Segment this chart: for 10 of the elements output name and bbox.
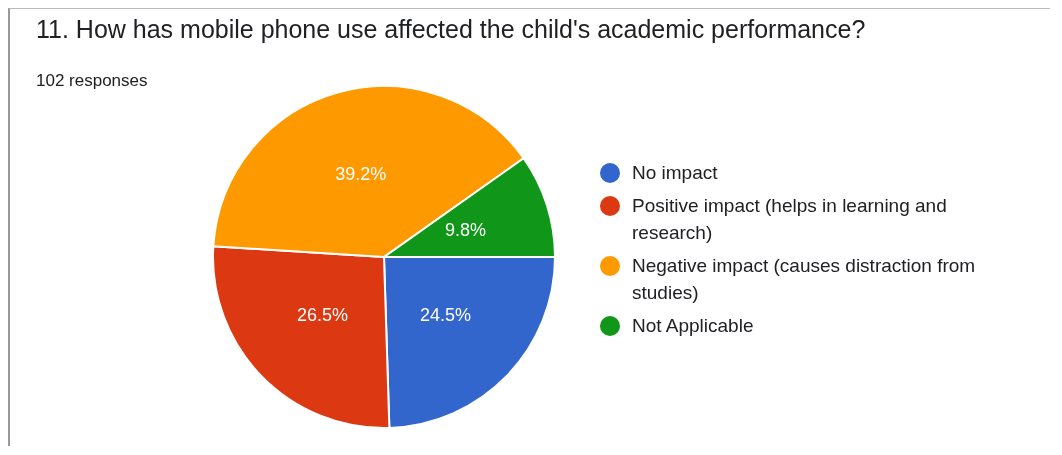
chart-title: 11. How has mobile phone use affected the child's academic performance? xyxy=(36,15,866,44)
legend-label: Negative impact (causes distraction from studies) xyxy=(632,254,977,305)
data-label: 26.5% xyxy=(297,305,349,326)
legend-label: No impact xyxy=(632,161,718,185)
chart-subtitle: 102 responses xyxy=(36,71,148,91)
data-label: 24.5% xyxy=(419,305,471,326)
data-label: 39.2% xyxy=(335,163,387,184)
data-label: 9.8% xyxy=(444,220,486,241)
legend-label: Positive impact (helps in learning and research) xyxy=(632,194,948,245)
legend-label: Not Applicable xyxy=(632,314,754,338)
